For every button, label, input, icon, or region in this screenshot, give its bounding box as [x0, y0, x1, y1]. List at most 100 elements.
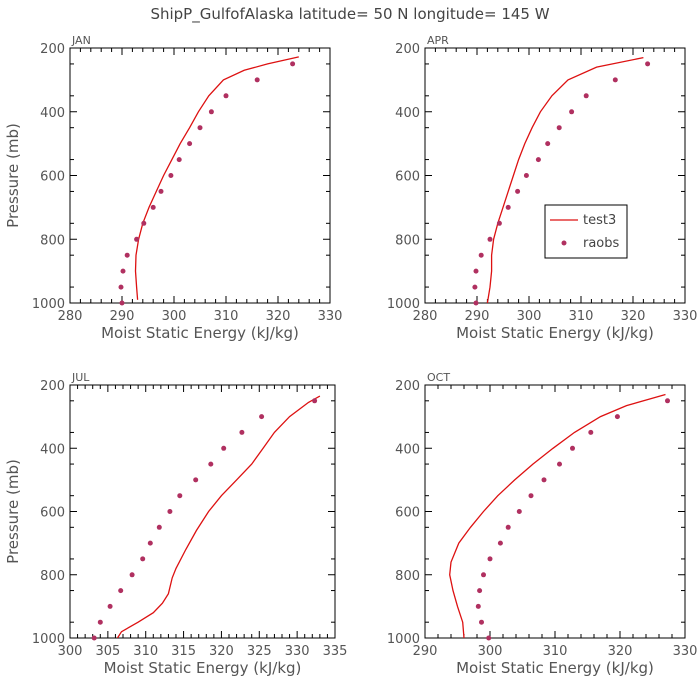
- data-point-raobs: [473, 268, 479, 274]
- plot-frame: [69, 47, 331, 304]
- x-tick-label: 300: [162, 309, 187, 324]
- data-point-raobs: [208, 461, 214, 467]
- data-point-raobs: [473, 300, 479, 306]
- data-point-raobs: [134, 236, 140, 242]
- data-point-raobs: [523, 173, 529, 178]
- x-tick-label: 300: [58, 644, 83, 659]
- x-tick-label: 330: [318, 309, 343, 324]
- data-point-raobs: [259, 414, 265, 420]
- data-point-raobs: [118, 588, 124, 594]
- data-point-raobs: [167, 509, 173, 514]
- x-tick-label: 320: [621, 309, 646, 324]
- data-point-raobs: [583, 93, 589, 99]
- data-point-raobs: [97, 619, 103, 625]
- data-point-raobs: [612, 77, 618, 83]
- x-axis-label: Moist Static Energy (kJ/kg): [101, 324, 299, 342]
- data-point-raobs: [475, 603, 481, 609]
- data-point-raobs: [497, 540, 503, 546]
- data-point-raobs: [193, 477, 199, 483]
- x-tick-label: 310: [133, 644, 158, 659]
- x-tick-label: 280: [413, 309, 438, 324]
- x-tick-label: 325: [247, 644, 272, 659]
- data-point-raobs: [312, 398, 318, 404]
- data-point-raobs: [120, 268, 126, 274]
- data-point-raobs: [570, 445, 575, 451]
- data-point-raobs: [588, 429, 594, 435]
- data-point-raobs: [481, 572, 486, 578]
- data-point-raobs: [223, 93, 229, 99]
- data-point-raobs: [505, 204, 511, 210]
- x-tick-label: 290: [413, 644, 438, 659]
- data-point-raobs: [156, 524, 162, 530]
- data-point-raobs: [556, 125, 562, 131]
- data-point-raobs: [118, 284, 124, 290]
- data-point-raobs: [140, 556, 146, 562]
- data-point-raobs: [141, 220, 147, 226]
- data-point-raobs: [197, 125, 203, 131]
- series-line-test3: [486, 56, 644, 303]
- y-tick-label: 600: [395, 170, 420, 185]
- data-point-raobs: [187, 141, 193, 147]
- y-tick-label: 400: [395, 106, 420, 121]
- x-tick-label: 310: [214, 309, 239, 324]
- data-point-raobs: [147, 540, 153, 546]
- data-point-raobs: [221, 445, 227, 451]
- data-point-raobs: [290, 61, 296, 67]
- data-point-raobs: [487, 236, 493, 242]
- plot-frame: [424, 384, 686, 639]
- data-point-raobs: [254, 77, 260, 83]
- data-point-raobs: [505, 524, 511, 530]
- x-tick-label: 330: [673, 309, 698, 324]
- panel-label: OCT: [427, 371, 450, 384]
- y-tick-label: 600: [40, 506, 65, 521]
- y-tick-label: 600: [395, 506, 420, 521]
- y-tick-label: 200: [395, 379, 420, 394]
- y-tick-label: 1000: [32, 297, 65, 312]
- data-point-raobs: [557, 461, 562, 467]
- x-tick-label: 310: [543, 644, 568, 659]
- x-axis-label: Moist Static Energy (kJ/kg): [456, 324, 654, 342]
- series-line-test3: [449, 393, 666, 638]
- y-tick-label: 600: [40, 170, 65, 185]
- data-point-raobs: [479, 619, 484, 625]
- y-tick-label: 1000: [387, 297, 420, 312]
- panel-label: JAN: [71, 34, 91, 47]
- data-point-raobs: [528, 493, 534, 499]
- x-tick-label: 300: [478, 644, 503, 659]
- y-tick-label: 400: [40, 106, 65, 121]
- y-tick-label: 800: [395, 233, 420, 248]
- data-point-raobs: [107, 603, 113, 609]
- data-point-raobs: [541, 477, 547, 483]
- data-point-raobs: [477, 588, 483, 594]
- x-tick-label: 290: [465, 309, 490, 324]
- x-tick-label: 335: [323, 644, 348, 659]
- data-point-raobs: [168, 173, 174, 178]
- figure-title: ShipP_GulfofAlaska latitude= 50 N longit…: [150, 5, 549, 24]
- data-point-raobs: [614, 414, 620, 420]
- legend-marker-swatch: [561, 240, 567, 246]
- x-tick-label: 280: [58, 309, 83, 324]
- y-tick-label: 200: [395, 42, 420, 57]
- data-point-raobs: [516, 509, 522, 514]
- legend: test3 raobs: [544, 204, 628, 259]
- data-point-raobs: [177, 493, 183, 499]
- data-point-raobs: [545, 141, 551, 147]
- y-tick-label: 200: [40, 379, 65, 394]
- data-point-raobs: [486, 635, 492, 641]
- data-point-raobs: [239, 429, 245, 435]
- x-tick-label: 320: [266, 309, 291, 324]
- x-tick-label: 330: [285, 644, 310, 659]
- panel-label: JUL: [71, 371, 90, 384]
- series-line-test3: [116, 395, 321, 638]
- x-tick-label: 315: [171, 644, 196, 659]
- series-line-test3: [134, 56, 299, 300]
- y-tick-label: 800: [40, 233, 65, 248]
- plot-frame: [69, 384, 336, 639]
- y-tick-label: 400: [395, 442, 420, 457]
- y-axis-label: Pressure (mb): [4, 459, 22, 564]
- data-point-raobs: [478, 252, 484, 258]
- x-tick-label: 310: [569, 309, 594, 324]
- data-point-raobs: [176, 157, 182, 163]
